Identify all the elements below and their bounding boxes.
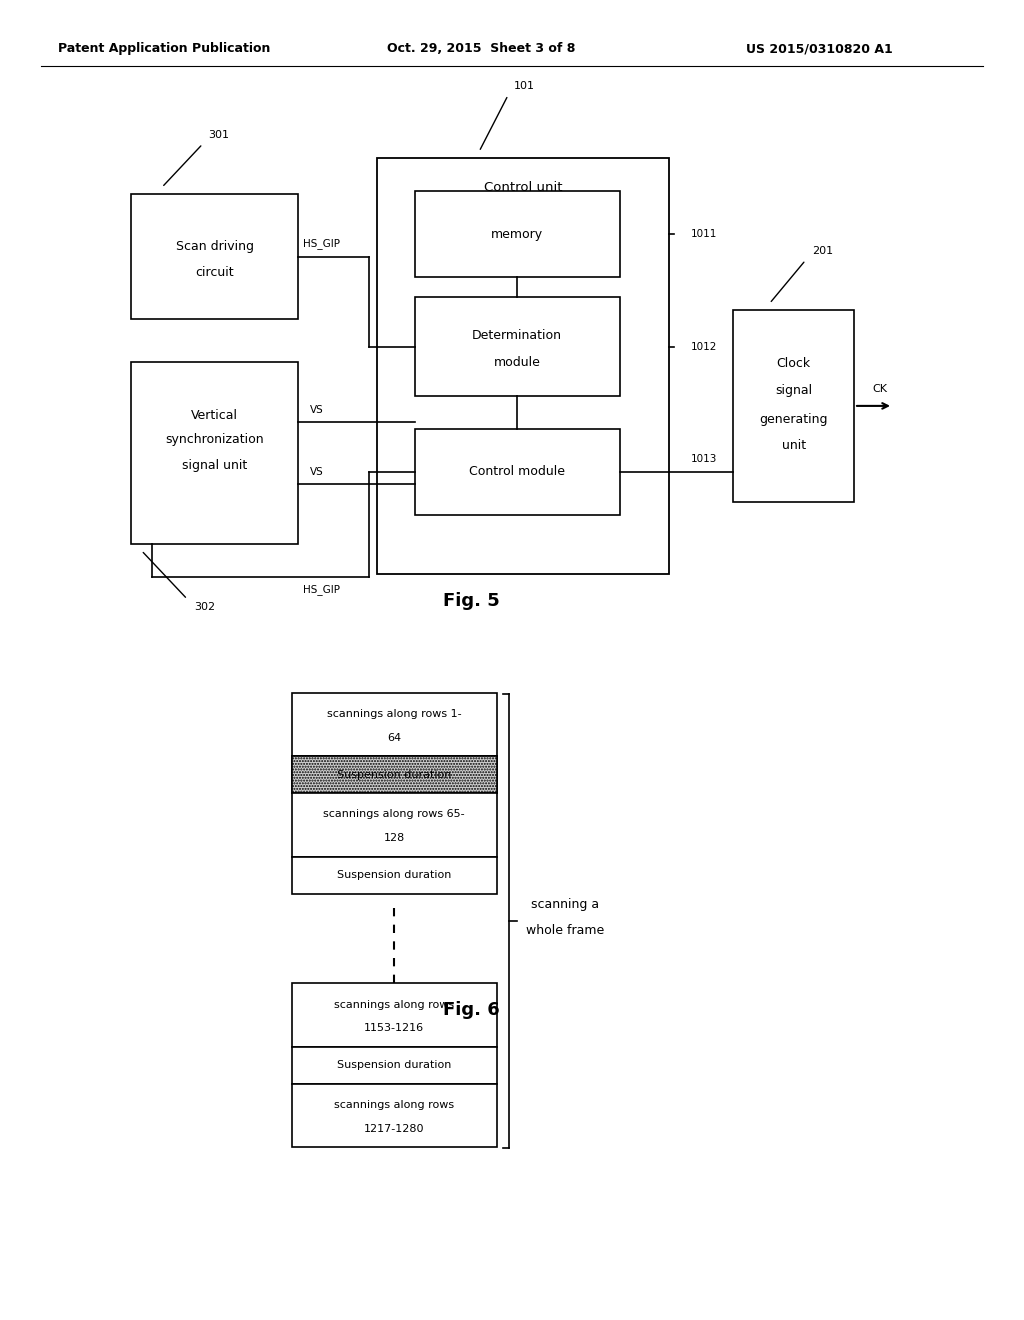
Text: signal: signal xyxy=(775,384,812,396)
FancyBboxPatch shape xyxy=(292,793,497,857)
Text: 1012: 1012 xyxy=(691,342,718,351)
Text: Suspension duration: Suspension duration xyxy=(337,870,452,880)
Text: generating: generating xyxy=(760,413,827,425)
Text: Scan driving: Scan driving xyxy=(175,240,254,252)
Text: Vertical: Vertical xyxy=(191,409,238,422)
FancyBboxPatch shape xyxy=(415,297,620,396)
Text: module: module xyxy=(494,356,541,368)
FancyBboxPatch shape xyxy=(733,310,854,502)
Text: Suspension duration: Suspension duration xyxy=(337,770,452,780)
Text: 201: 201 xyxy=(812,246,833,256)
Text: Fig. 6: Fig. 6 xyxy=(442,1001,500,1019)
Text: synchronization: synchronization xyxy=(165,433,264,446)
Text: 302: 302 xyxy=(195,602,216,612)
FancyBboxPatch shape xyxy=(292,1084,497,1147)
Text: VS: VS xyxy=(309,467,324,477)
FancyBboxPatch shape xyxy=(415,191,620,277)
FancyBboxPatch shape xyxy=(292,756,497,793)
Text: 64: 64 xyxy=(387,733,401,743)
Text: scannings along rows 65-: scannings along rows 65- xyxy=(324,809,465,820)
Text: whole frame: whole frame xyxy=(526,924,604,937)
Text: Control unit: Control unit xyxy=(483,181,562,194)
Text: VS: VS xyxy=(309,405,324,414)
Text: HS_GIP: HS_GIP xyxy=(303,585,340,595)
FancyBboxPatch shape xyxy=(292,1047,497,1084)
Text: HS_GIP: HS_GIP xyxy=(303,238,340,249)
Text: scannings along rows: scannings along rows xyxy=(334,1100,455,1110)
FancyBboxPatch shape xyxy=(292,983,497,1047)
Text: Control module: Control module xyxy=(469,466,565,478)
Text: Oct. 29, 2015  Sheet 3 of 8: Oct. 29, 2015 Sheet 3 of 8 xyxy=(387,42,575,55)
Text: Determination: Determination xyxy=(472,330,562,342)
Text: 1011: 1011 xyxy=(691,230,718,239)
Text: circuit: circuit xyxy=(196,267,233,279)
Text: US 2015/0310820 A1: US 2015/0310820 A1 xyxy=(745,42,893,55)
Text: CK: CK xyxy=(872,384,887,393)
Text: 1217-1280: 1217-1280 xyxy=(364,1123,425,1134)
FancyBboxPatch shape xyxy=(415,429,620,515)
Text: 128: 128 xyxy=(384,833,404,843)
FancyBboxPatch shape xyxy=(292,693,497,756)
Text: Fig. 5: Fig. 5 xyxy=(442,591,500,610)
FancyBboxPatch shape xyxy=(377,158,669,574)
Text: 1013: 1013 xyxy=(691,454,718,463)
FancyBboxPatch shape xyxy=(292,756,497,793)
Text: 1153-1216: 1153-1216 xyxy=(365,1023,424,1034)
Text: 301: 301 xyxy=(208,129,229,140)
Text: memory: memory xyxy=(492,228,543,240)
Text: 101: 101 xyxy=(514,81,535,91)
Text: Clock: Clock xyxy=(776,358,811,370)
Text: scanning a: scanning a xyxy=(531,898,599,911)
Text: unit: unit xyxy=(781,440,806,451)
FancyBboxPatch shape xyxy=(131,362,298,544)
FancyBboxPatch shape xyxy=(292,857,497,894)
Text: Suspension duration: Suspension duration xyxy=(337,1060,452,1071)
Text: signal unit: signal unit xyxy=(182,459,247,473)
Text: scannings along rows 1-: scannings along rows 1- xyxy=(327,709,462,719)
Text: scannings along rows: scannings along rows xyxy=(334,999,455,1010)
FancyBboxPatch shape xyxy=(131,194,298,319)
Text: Patent Application Publication: Patent Application Publication xyxy=(57,42,270,55)
